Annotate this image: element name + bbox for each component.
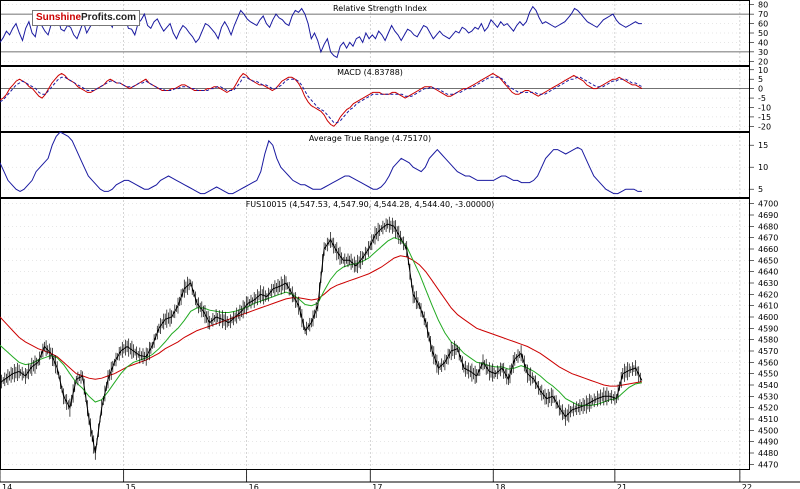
panel-frame <box>0 0 750 66</box>
y-tick-label: 4540 <box>758 381 778 390</box>
atr-title: Average True Range (4.75170) <box>309 134 431 143</box>
y-tick-label: 10 <box>758 66 768 75</box>
y-tick-label: 4660 <box>758 245 778 254</box>
y-tick-label: 0 <box>758 85 763 94</box>
y-tick-label: 30 <box>758 48 768 57</box>
y-tick-label: 20 <box>758 57 768 66</box>
y-tick-label: 4530 <box>758 392 778 401</box>
y-tick-label: 10 <box>758 163 768 172</box>
x-tick-label: 16 <box>249 483 259 489</box>
brand-sunshine-text: Sunshine <box>36 12 82 23</box>
y-tick-label: 4680 <box>758 222 778 231</box>
y-tick-label: -20 <box>758 122 771 131</box>
y-tick-label: 60 <box>758 20 768 29</box>
y-tick-label: 80 <box>758 1 768 10</box>
y-tick-label: 4640 <box>758 268 778 277</box>
y-tick-label: 4690 <box>758 211 778 220</box>
y-tick-label: 70 <box>758 10 768 19</box>
y-tick-label: 4650 <box>758 256 778 265</box>
y-tick-label: 4630 <box>758 279 778 288</box>
x-tick-label: 18 <box>495 483 505 489</box>
y-tick-label: 4600 <box>758 313 778 322</box>
brand-logo: Sunshine Profits.com <box>32 10 141 26</box>
y-tick-label: 4490 <box>758 438 778 447</box>
y-tick-label: 4550 <box>758 370 778 379</box>
y-tick-label: -15 <box>758 113 771 122</box>
x-tick-label: 14 <box>2 483 12 489</box>
macd-title: MACD (4.83788) <box>337 68 403 77</box>
panel-frame <box>0 66 750 132</box>
y-tick-label: -5 <box>758 94 766 103</box>
y-tick-label: 4580 <box>758 336 778 345</box>
y-tick-label: 4590 <box>758 324 778 333</box>
x-tick-label: 15 <box>126 483 136 489</box>
y-tick-label: 40 <box>758 38 768 47</box>
rsi-title: Relative Strength Index <box>333 4 427 13</box>
y-tick-label: 4560 <box>758 358 778 367</box>
y-tick-label: 4620 <box>758 290 778 299</box>
moving-average-fast-line <box>0 237 642 406</box>
y-tick-label: -10 <box>758 103 771 112</box>
y-tick-label: 4500 <box>758 426 778 435</box>
y-tick-label: 15 <box>758 141 768 150</box>
y-tick-label: 4570 <box>758 347 778 356</box>
y-tick-label: 5 <box>758 75 763 84</box>
macd-line <box>0 72 643 127</box>
price-title: FUS10015 (4,547.53, 4,547.90, 4,544.28, … <box>246 200 495 209</box>
y-tick-label: 4610 <box>758 302 778 311</box>
panel-frame <box>0 198 750 470</box>
y-tick-label: 50 <box>758 29 768 38</box>
macd-signal-line <box>0 76 643 124</box>
y-tick-label: 4510 <box>758 415 778 424</box>
series-lines <box>0 5 643 460</box>
atr-line <box>0 131 642 195</box>
x-tick-label: 22 <box>742 483 752 489</box>
y-tick-label: 4700 <box>758 200 778 209</box>
y-tick-label: 5 <box>758 185 763 194</box>
y-tick-label: 4480 <box>758 449 778 458</box>
x-tick-label: 17 <box>372 483 382 489</box>
brand-profits-text: Profits.com <box>81 12 137 23</box>
x-tick-label: 21 <box>617 483 627 489</box>
y-tick-label: 4470 <box>758 460 778 469</box>
y-tick-label: 4520 <box>758 404 778 413</box>
y-tick-label: 4670 <box>758 234 778 243</box>
